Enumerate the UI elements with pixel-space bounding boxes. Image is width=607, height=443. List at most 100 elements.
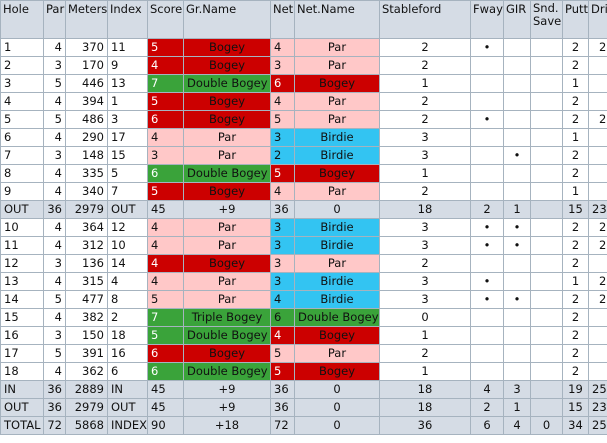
cell-drive: na (588, 146, 607, 165)
cell-meters: 340 (65, 182, 108, 201)
cell-gross-name: Triple Bogey (183, 308, 271, 327)
cell-sand-save (530, 38, 563, 57)
cell-index: 12 (107, 218, 148, 237)
cell-meters: 136 (65, 254, 108, 273)
cell-fairway: 6 (470, 416, 504, 435)
cell-net-name: Bogey (294, 362, 380, 381)
cell-par: 3 (43, 56, 66, 75)
cell-net-name: Birdie (294, 128, 380, 147)
cell-hole: OUT (0, 398, 44, 417)
cell-fairway (470, 128, 504, 147)
cell-gross-name: Par (183, 218, 271, 237)
cell-hole: IN (0, 380, 44, 399)
cell-score: 5 (147, 92, 184, 111)
cell-hole: 4 (0, 92, 44, 111)
cell-net-name: Birdie (294, 290, 380, 309)
cell-sand-save (530, 128, 563, 147)
cell-net: 5 (270, 362, 295, 381)
cell-gross-name: Bogey (183, 254, 271, 273)
cell-meters: 2979 (65, 398, 108, 417)
hole-row: 123136144Bogey3Par22na (0, 254, 607, 273)
cell-score: 4 (147, 218, 184, 237)
cell-sand-save (530, 308, 563, 327)
hole-row: 4439415Bogey4Par22na (0, 92, 607, 111)
cell-score: 7 (147, 308, 184, 327)
cell-sand-save (530, 200, 563, 219)
cell-par: 4 (43, 38, 66, 57)
cell-par: 4 (43, 236, 66, 255)
cell-net-name: Par (294, 254, 380, 273)
cell-par: 4 (43, 92, 66, 111)
cell-net: 3 (270, 272, 295, 291)
cell-meters: 486 (65, 110, 108, 129)
cell-putt: 2 (562, 254, 589, 273)
cell-stableford: 3 (379, 128, 471, 147)
cell-putt: 2 (562, 308, 589, 327)
cell-gross-name: Bogey (183, 182, 271, 201)
cell-gross-name: Bogey (183, 92, 271, 111)
cell-stableford: 18 (379, 200, 471, 219)
cell-gir (503, 128, 531, 147)
cell-putt: 19 (562, 380, 589, 399)
cell-sand-save: 0 (530, 416, 563, 435)
cell-drive: na (588, 308, 607, 327)
cell-hole: 1 (0, 38, 44, 57)
cell-par: 3 (43, 326, 66, 345)
cell-par: 4 (43, 128, 66, 147)
cell-gross-name: Par (183, 236, 271, 255)
cell-net-name: Birdie (294, 218, 380, 237)
cell-hole: 18 (0, 362, 44, 381)
cell-net-name: 0 (294, 416, 380, 435)
cell-gir: • (503, 146, 531, 165)
cell-score: 4 (147, 254, 184, 273)
cell-meters: 362 (65, 362, 108, 381)
cell-score: 6 (147, 362, 184, 381)
cell-putt: 1 (562, 272, 589, 291)
cell-gross-name: Double Bogey (183, 74, 271, 93)
cell-net: 4 (270, 92, 295, 111)
cell-gir: 3 (503, 380, 531, 399)
cell-fairway: • (470, 236, 504, 255)
cell-score: 45 (147, 380, 184, 399)
cell-putt: 15 (562, 200, 589, 219)
cell-fairway (470, 254, 504, 273)
cell-net: 4 (270, 38, 295, 57)
cell-putt: 2 (562, 362, 589, 381)
cell-score: 5 (147, 290, 184, 309)
cell-drive: na (588, 344, 607, 363)
header-gir: GIR (503, 0, 531, 39)
cell-index: 17 (107, 128, 148, 147)
header-index: Index (107, 0, 148, 39)
header-hole: Hole (0, 0, 44, 39)
cell-index: 6 (107, 362, 148, 381)
cell-fairway (470, 164, 504, 183)
cell-stableford: 2 (379, 254, 471, 273)
cell-net: 4 (270, 290, 295, 309)
header-score: Score (147, 0, 184, 39)
cell-gir (503, 182, 531, 201)
cell-score: 5 (147, 326, 184, 345)
cell-hole: 11 (0, 236, 44, 255)
cell-meters: 2889 (65, 380, 108, 399)
cell-stableford: 18 (379, 398, 471, 417)
cell-gross-name: +9 (183, 200, 271, 219)
cell-fairway: • (470, 38, 504, 57)
cell-stableford: 2 (379, 56, 471, 75)
cell-hole: TOTAL (0, 416, 44, 435)
cell-par: 36 (43, 200, 66, 219)
cell-net: 3 (270, 128, 295, 147)
cell-gir (503, 272, 531, 291)
cell-score: 5 (147, 182, 184, 201)
cell-hole: 6 (0, 128, 44, 147)
cell-fairway: • (470, 218, 504, 237)
cell-index: 16 (107, 344, 148, 363)
cell-index: OUT (107, 200, 148, 219)
cell-fairway (470, 182, 504, 201)
cell-meters: 5868 (65, 416, 108, 435)
cell-drive: na (588, 128, 607, 147)
cell-stableford: 3 (379, 218, 471, 237)
